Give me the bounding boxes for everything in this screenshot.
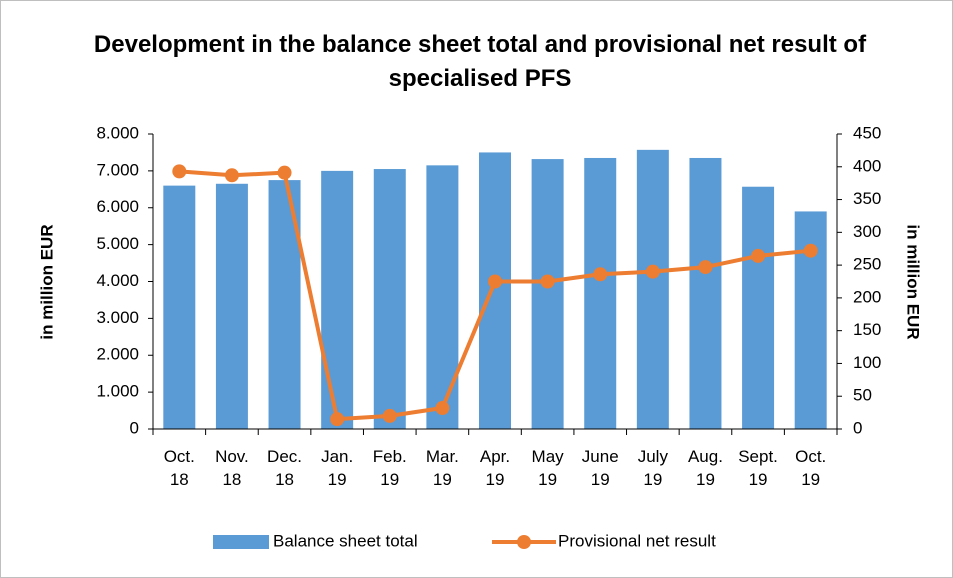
y2-tick-label: 0 [853,418,862,437]
y-tick-label: 7.000 [96,160,139,179]
y2-tick-label: 450 [853,123,881,142]
bar [689,157,722,429]
y-tick-label: 5.000 [96,234,139,253]
marker [593,267,608,282]
x-tick-label: Oct. 18 [163,447,195,489]
x-tick-label: Jan. 19 [321,447,354,489]
x-tick-label: Apr. 19 [479,447,511,489]
marker [277,165,292,180]
marker [382,408,397,423]
marker [803,243,818,258]
y-tick-label: 1.000 [96,382,139,401]
bar [742,186,775,429]
bar [636,149,669,429]
marker [751,248,766,263]
x-tick-label: Feb. 19 [372,447,407,489]
x-tick-label: Sept. 19 [738,447,778,489]
marker [330,412,345,427]
y2-tick-label: 350 [853,189,881,208]
bar [163,185,196,429]
y2-tick-label: 150 [853,320,881,339]
y-tick-label: 6.000 [96,197,139,216]
bar [426,165,459,429]
y2-tick-label: 400 [853,156,881,175]
x-tick-label: Dec. 18 [267,447,303,489]
legend-label: Balance sheet total [273,531,418,550]
bar [321,170,354,429]
y-tick-label: 2.000 [96,345,139,364]
x-tick-label: Aug. 19 [687,447,723,489]
bar [584,157,617,429]
marker [435,401,450,416]
x-tick-label: May 19 [531,447,564,489]
y2-tick-label: 200 [853,287,881,306]
y-axis-label: in million EUR [37,224,56,339]
y-tick-label: 8.000 [96,123,139,142]
marker [172,164,187,179]
y-tick-label: 4.000 [96,271,139,290]
marker [488,274,502,289]
x-tick-label: Nov. 18 [215,447,249,489]
x-tick-label: Mar. 19 [425,447,459,489]
x-tick-label: July 19 [637,447,668,489]
y2-tick-label: 50 [853,386,872,405]
marker [645,264,660,279]
bar [373,169,406,429]
y2-tick-label: 100 [853,353,881,372]
chart-title: Development in the balance sheet total a… [93,31,867,92]
y-tick-label: 0 [130,418,139,437]
bar [479,152,511,429]
marker [540,274,555,289]
bar [531,159,564,429]
y2-tick-label: 300 [853,222,881,241]
marker [224,168,239,183]
marker [698,260,713,275]
bar [215,183,248,429]
legend-swatch [213,535,269,549]
legend-label: Provisional net result [558,531,716,550]
y2-tick-label: 250 [853,255,881,274]
y2-axis-label: in million EUR [904,224,923,339]
x-tick-label: June 19 [581,447,619,489]
y-tick-label: 3.000 [96,308,139,327]
legend-marker [517,535,531,549]
x-tick-label: Oct. 19 [795,447,827,489]
